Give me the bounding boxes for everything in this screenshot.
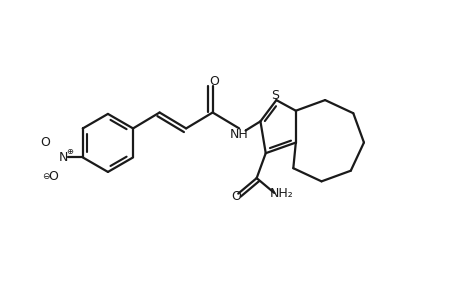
Text: NH: NH xyxy=(230,128,248,141)
Text: ⊕: ⊕ xyxy=(66,147,73,156)
Text: O: O xyxy=(231,190,241,203)
Text: NH₂: NH₂ xyxy=(269,188,293,200)
Text: O: O xyxy=(40,136,50,149)
Text: O: O xyxy=(48,170,57,183)
Text: S: S xyxy=(271,89,279,102)
Text: N: N xyxy=(59,151,68,164)
Text: ⊖: ⊖ xyxy=(42,172,49,182)
Text: O: O xyxy=(209,75,218,88)
